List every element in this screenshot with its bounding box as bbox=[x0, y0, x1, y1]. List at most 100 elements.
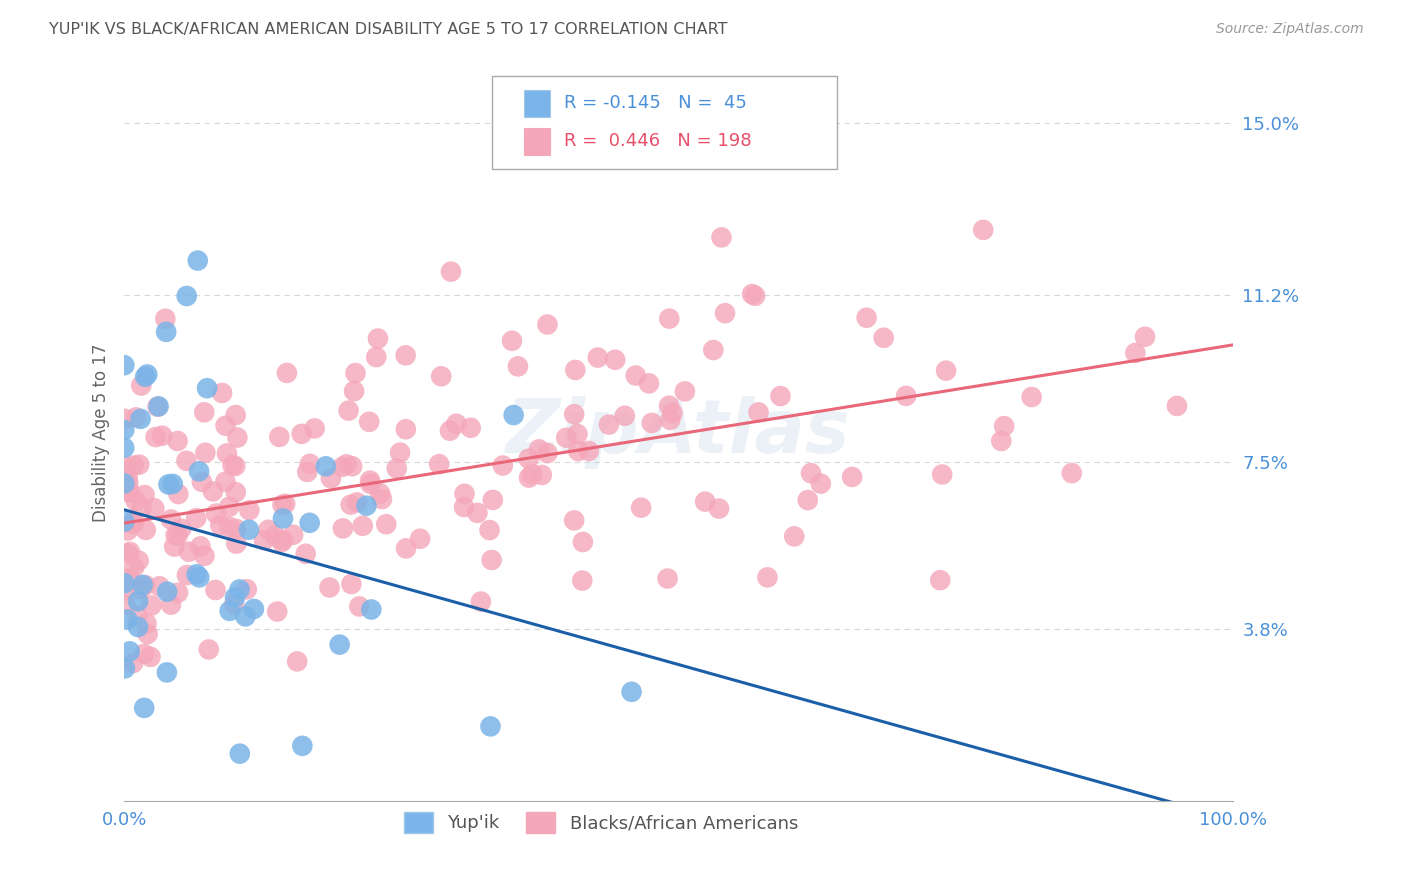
Point bbox=[195, 381, 218, 395]
Point bbox=[136, 368, 159, 382]
Point bbox=[481, 553, 503, 567]
Point bbox=[166, 434, 188, 448]
Point bbox=[129, 378, 152, 392]
Point bbox=[177, 545, 200, 559]
Point bbox=[188, 464, 211, 478]
Point bbox=[935, 364, 957, 378]
Point bbox=[270, 535, 292, 549]
Point bbox=[482, 492, 505, 507]
Point bbox=[114, 598, 136, 612]
Point bbox=[215, 446, 238, 460]
Point bbox=[112, 476, 135, 491]
Point bbox=[221, 458, 243, 472]
Point bbox=[235, 609, 257, 624]
Point bbox=[502, 408, 524, 422]
Point bbox=[128, 554, 150, 568]
Point bbox=[139, 649, 162, 664]
Point bbox=[337, 403, 360, 417]
Point bbox=[567, 444, 589, 458]
Point bbox=[501, 334, 523, 348]
Point bbox=[661, 406, 683, 420]
Point bbox=[194, 446, 217, 460]
Point bbox=[800, 466, 823, 480]
Point bbox=[478, 523, 501, 537]
Point bbox=[191, 475, 214, 489]
Point bbox=[117, 476, 139, 491]
Point bbox=[1133, 330, 1156, 344]
Point bbox=[1125, 346, 1147, 360]
Point bbox=[274, 497, 297, 511]
Point bbox=[1166, 399, 1188, 413]
Point bbox=[122, 656, 145, 670]
Point bbox=[673, 384, 696, 399]
Point bbox=[271, 511, 294, 525]
Point bbox=[146, 400, 169, 414]
Point bbox=[319, 471, 342, 485]
Point bbox=[578, 444, 600, 458]
Point bbox=[409, 532, 432, 546]
Point bbox=[367, 332, 389, 346]
Point bbox=[176, 289, 198, 303]
Point bbox=[641, 416, 664, 430]
Point bbox=[291, 739, 314, 753]
Point bbox=[536, 318, 558, 332]
Point bbox=[332, 459, 354, 474]
Point bbox=[453, 487, 475, 501]
Point bbox=[613, 409, 636, 423]
Point bbox=[368, 486, 391, 500]
Point bbox=[129, 582, 152, 596]
Point bbox=[134, 701, 156, 715]
Point bbox=[657, 572, 679, 586]
Point bbox=[276, 366, 298, 380]
Point bbox=[467, 506, 489, 520]
Point bbox=[658, 399, 681, 413]
Point bbox=[127, 620, 149, 634]
Point bbox=[134, 369, 156, 384]
Point bbox=[112, 576, 135, 591]
Point bbox=[427, 457, 450, 471]
Point bbox=[375, 517, 398, 532]
Point bbox=[118, 545, 141, 559]
Point bbox=[129, 500, 152, 515]
Point bbox=[620, 685, 643, 699]
Point bbox=[605, 352, 627, 367]
Point bbox=[395, 422, 418, 436]
Point bbox=[157, 477, 180, 491]
Point bbox=[294, 547, 316, 561]
Point bbox=[112, 441, 135, 455]
Point bbox=[118, 571, 141, 585]
Text: ZipAtlas: ZipAtlas bbox=[506, 396, 851, 469]
Point bbox=[298, 457, 321, 471]
Point bbox=[479, 719, 502, 733]
Point bbox=[122, 560, 145, 574]
Point bbox=[744, 289, 766, 303]
Point bbox=[224, 598, 246, 612]
Point bbox=[112, 411, 135, 425]
Point bbox=[894, 389, 917, 403]
Point bbox=[122, 516, 145, 530]
Point bbox=[371, 491, 394, 506]
Point bbox=[166, 528, 188, 542]
Text: YUP'IK VS BLACK/AFRICAN AMERICAN DISABILITY AGE 5 TO 17 CORRELATION CHART: YUP'IK VS BLACK/AFRICAN AMERICAN DISABIL… bbox=[49, 22, 728, 37]
Point bbox=[359, 415, 381, 429]
Point bbox=[266, 605, 288, 619]
Point bbox=[187, 253, 209, 268]
Point bbox=[193, 405, 215, 419]
Point bbox=[748, 405, 770, 419]
Point bbox=[567, 427, 589, 442]
Point bbox=[211, 386, 233, 401]
Point bbox=[218, 500, 240, 514]
Point bbox=[155, 325, 177, 339]
Point bbox=[297, 465, 319, 479]
Point bbox=[658, 311, 681, 326]
Point bbox=[360, 602, 382, 616]
Point bbox=[253, 533, 276, 548]
Point bbox=[972, 223, 994, 237]
Point bbox=[536, 446, 558, 460]
Point bbox=[188, 570, 211, 584]
Point bbox=[344, 366, 367, 380]
Point bbox=[238, 523, 260, 537]
Text: R = -0.145   N =  45: R = -0.145 N = 45 bbox=[564, 95, 747, 112]
Point bbox=[176, 454, 198, 468]
Point bbox=[769, 389, 792, 403]
